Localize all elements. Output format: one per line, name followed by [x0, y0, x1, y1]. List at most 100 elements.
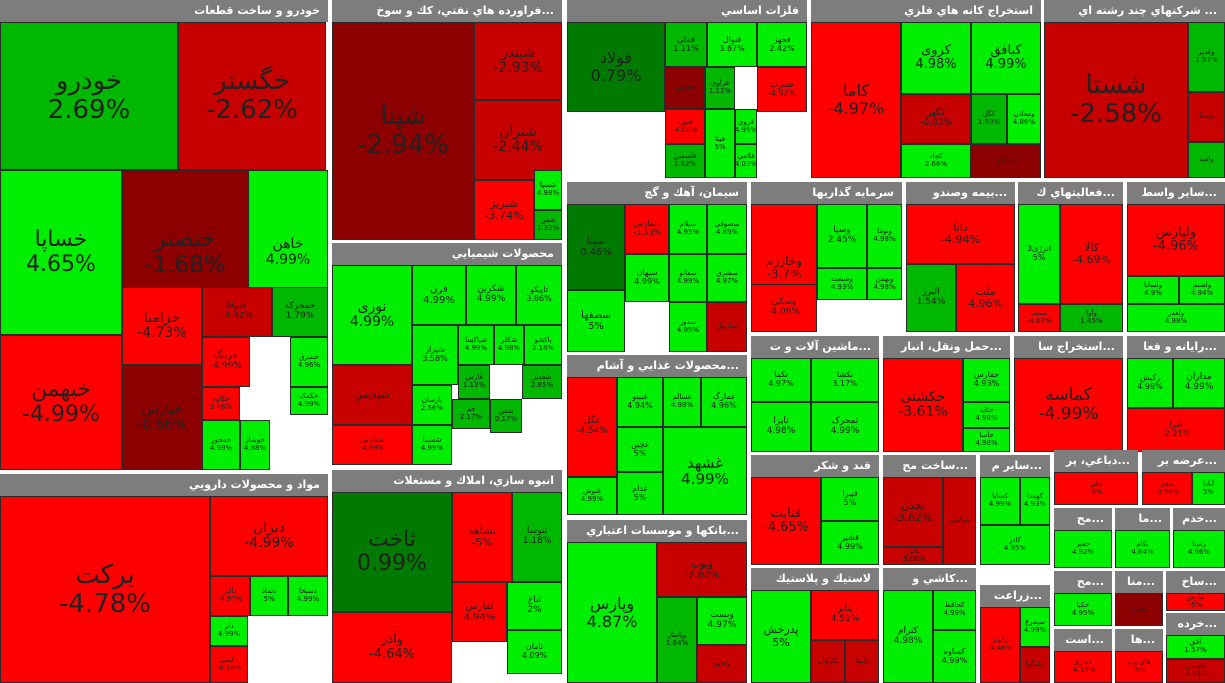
stock-tile-حفارس[interactable]: حفارس 4.93%	[963, 358, 1010, 402]
stock-tile-سپنا[interactable]: سپنا 0.46%	[567, 204, 625, 290]
stock-tile-غمارگ[interactable]: غمارگ 4.96%	[701, 377, 747, 427]
sector-title[interactable]: ...ساخ	[1166, 571, 1225, 593]
stock-tile-خنوقا[interactable]: خنوقا -3.32%	[202, 287, 272, 337]
stock-tile-کطبس[interactable]: کطبس -1.81%	[1166, 659, 1225, 683]
stock-tile-فخاس[interactable]: فخاس	[665, 67, 705, 109]
sector-title[interactable]: ...ها	[1115, 629, 1163, 651]
stock-tile-بجدن[interactable]: بجدن -3.62%	[883, 477, 943, 547]
sector-title[interactable]: ...دباغي، پر	[1054, 450, 1138, 472]
sector-title[interactable]: ...رايانه و فعا	[1127, 336, 1225, 358]
stock-tile-ولغدر[interactable]: ولغدر 4.98%	[1127, 304, 1225, 332]
sector-title[interactable]: ...فعاليتهاي ك	[1018, 182, 1123, 204]
stock-tile-دکیمی[interactable]: دکیمی -4.16%	[210, 646, 248, 683]
stock-tile-وصنعت[interactable]: وصنعت 4.93%	[817, 268, 867, 300]
stock-tile-شستا[interactable]: شستا -2.58%	[1044, 22, 1188, 178]
sector-title[interactable]: ...مح	[1054, 571, 1112, 593]
stock-tile-ثباغ[interactable]: ثباغ 2%	[507, 582, 562, 630]
sector-title[interactable]: ...استخراج سا	[1014, 336, 1123, 358]
stock-tile-ساربیل[interactable]: ساربیل	[707, 302, 747, 352]
stock-tile-شفارس[interactable]: شفارس -4.99%	[332, 425, 412, 465]
stock-tile-رمپنا[interactable]: رمپنا 4.96%	[1173, 530, 1225, 568]
stock-tile-فنوال[interactable]: فنوال 3.87%	[707, 22, 757, 67]
stock-tile-غنوش[interactable]: غنوش 4.99%	[567, 477, 617, 515]
stock-tile-وبهمن[interactable]: وبهمن 4.98%	[867, 268, 902, 300]
sector-title[interactable]: ...ساير واسط	[1127, 182, 1225, 204]
stock-tile-تکشا[interactable]: تکشا 3.17%	[811, 358, 879, 402]
sector-title[interactable]: ...است	[1054, 629, 1112, 651]
sector-title[interactable]: ...زراعت	[980, 585, 1050, 607]
stock-tile-شپدیس[interactable]: شپدیس	[332, 365, 412, 425]
sector-title[interactable]: ... شركتهاي چند رشته اي	[1044, 0, 1225, 22]
sector-title[interactable]: محصولات شيميايي	[332, 243, 562, 265]
stock-tile-فسرب[interactable]: فسرب -4.92%	[757, 67, 807, 112]
stock-tile-خگستر[interactable]: خگستر -2.62%	[178, 22, 326, 170]
stock-tile-جفبر[interactable]: جفبر 4.92%	[1054, 530, 1112, 568]
sector-title[interactable]: ...محصولات غذايي و آشام	[567, 355, 747, 377]
sector-title[interactable]: فلزات اساسي	[567, 0, 807, 22]
stock-tile-خوساز[interactable]: خوساز 4.88%	[240, 420, 270, 470]
stock-tile-کاذر[interactable]: کاذر 4.95%	[980, 525, 1050, 565]
stock-tile-تاپیکو[interactable]: تاپیکو 3.86%	[516, 265, 562, 325]
stock-tile-آبادا[interactable]: آبادا 5%	[1192, 472, 1225, 505]
stock-tile-پاکشو[interactable]: پاکشو 2.18%	[524, 325, 562, 365]
stock-tile-خکمک[interactable]: خکمک 4.99%	[290, 387, 328, 415]
stock-tile-دالبر[interactable]: دالبر -4.97%	[210, 576, 250, 616]
stock-tile-سمت[interactable]: سمت -4.67%	[1018, 304, 1060, 332]
stock-tile-غبینو[interactable]: غبینو 4.94%	[617, 377, 663, 427]
sector-title[interactable]: ...مح	[1054, 508, 1112, 530]
stock-tile-کهمدا[interactable]: کهمدا 4.93%	[1020, 477, 1050, 525]
stock-tile-فلامی[interactable]: فلامی 4.03%	[735, 144, 757, 178]
stock-tile-کسایا[interactable]: کسایا 4.99%	[980, 477, 1020, 525]
stock-tile-پتاير[interactable]: پتاير 4.51%	[811, 590, 879, 640]
stock-tile-پاسا[interactable]: پاسا	[845, 640, 879, 683]
stock-tile-سصفها[interactable]: سصفها 5%	[567, 290, 625, 352]
sector-title[interactable]: قند و شكر	[751, 455, 879, 477]
sector-title[interactable]: ...فراورده هاي نفتي، كك و سوخ	[332, 0, 562, 22]
stock-tile-کمنگنز[interactable]: کمنگنز	[971, 144, 1041, 178]
sector-title[interactable]: ...بيمه وصندو	[906, 182, 1015, 204]
stock-tile-فروی[interactable]: فروی 4.95%	[735, 109, 757, 144]
stock-tile-وغدیر[interactable]: وغدیر 1.57%	[1188, 22, 1225, 92]
stock-tile-وپارس[interactable]: وپارس 4.87%	[567, 542, 657, 683]
stock-tile-فملی[interactable]: فملی 1.11%	[665, 22, 707, 67]
stock-tile-سپهان[interactable]: سپهان 4.99%	[625, 254, 669, 302]
stock-tile-شپاکسا[interactable]: شپاکسا 4.99%	[458, 325, 494, 365]
stock-tile-لپارس[interactable]: لپارس -5%	[1166, 593, 1225, 611]
stock-tile-مناپ[interactable]: مناپ	[1115, 593, 1163, 626]
stock-tile-شکلر[interactable]: شکلر 4.98%	[494, 325, 524, 365]
stock-tile-شتران[interactable]: شتران -2.44%	[474, 100, 562, 180]
stock-tile-فزاوی[interactable]: فزاوی 1.12%	[705, 67, 735, 109]
stock-tile-حآسا[interactable]: حآسا 4.96%	[963, 428, 1010, 452]
stock-tile-ولسایا[interactable]: ولسایا 4.9%	[1127, 276, 1179, 304]
sector-title[interactable]: ...ساير م	[980, 455, 1050, 477]
stock-tile-پارسان[interactable]: پارسان 2.56%	[412, 385, 452, 425]
stock-tile-حکشتی[interactable]: حکشتی -3.61%	[883, 358, 963, 452]
stock-tile-خکاوه[interactable]: خکاوه 3.46%	[202, 387, 240, 420]
stock-tile-وبست[interactable]: وبست 4.97%	[697, 597, 747, 645]
stock-tile-قشیر[interactable]: قشیر 4.99%	[821, 521, 879, 565]
stock-tile-وامید[interactable]: وامید	[1188, 142, 1225, 178]
stock-tile-انرژی3[interactable]: انرژی3 5%	[1018, 204, 1060, 304]
stock-tile-برکت[interactable]: برکت -4.78%	[0, 496, 210, 683]
sector-title[interactable]: ...خرده	[1166, 613, 1225, 635]
stock-tile-تمحرک[interactable]: تمحرک 4.99%	[811, 402, 879, 452]
stock-tile-سفارس[interactable]: سفارس -3.33%	[625, 204, 669, 254]
stock-tile-غگل[interactable]: غگل -4.54%	[567, 377, 617, 477]
stock-tile-کحافظ[interactable]: کحافظ 4.99%	[933, 590, 976, 630]
stock-tile-ملی[interactable]: ملی -5%	[1054, 472, 1138, 505]
stock-tile-قنابت[interactable]: قنابت -4.65%	[751, 477, 821, 565]
stock-tile-وخاور[interactable]: وخاور	[697, 645, 747, 683]
stock-tile-کگهر[interactable]: کگهر -0.83%	[901, 94, 971, 144]
sector-title[interactable]: ...ساخت مح	[883, 455, 976, 477]
stock-tile-سشرق[interactable]: سشرق 4.97%	[707, 254, 747, 302]
stock-tile-وآذر[interactable]: وآذر -4.64%	[332, 612, 452, 683]
sector-title[interactable]: لاستيك و پلاستيك	[751, 568, 879, 590]
sector-title[interactable]: ...منا	[1115, 571, 1163, 593]
stock-tile-فرن[interactable]: فرن 4.99%	[412, 265, 466, 325]
stock-tile-غشهد[interactable]: غشهد 4.99%	[663, 427, 747, 515]
stock-tile-ولپارس[interactable]: ولپارس -4.96%	[1127, 204, 1225, 276]
stock-tile-پکرمان[interactable]: پکرمان	[811, 640, 845, 683]
stock-tile-خشرق[interactable]: خشرق 4.96%	[290, 337, 328, 387]
sector-title[interactable]: ...كاشي و	[883, 568, 976, 590]
stock-tile-کروی[interactable]: کروی 4.98%	[901, 22, 971, 94]
